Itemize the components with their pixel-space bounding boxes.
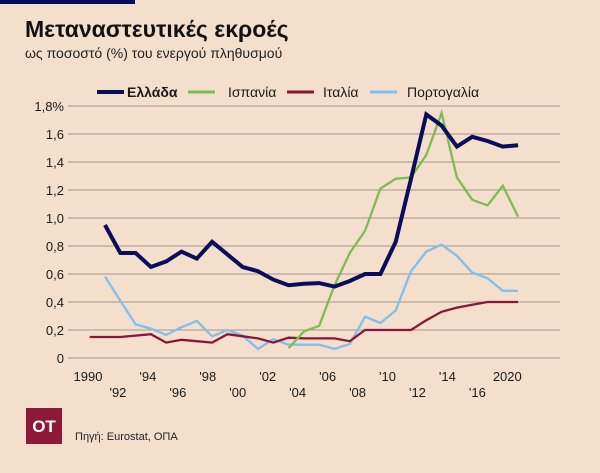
x-tick-label: '08 (349, 385, 366, 400)
x-tick-label: '92 (109, 385, 126, 400)
x-tick-label: '06 (319, 369, 336, 384)
gridlines (68, 105, 560, 359)
y-tick-label: 1,8% (34, 99, 64, 114)
y-tick-label: 1,0 (46, 211, 64, 226)
x-tick-label: '04 (289, 385, 306, 400)
series-line-1 (287, 109, 520, 349)
x-tick-label: '00 (229, 385, 246, 400)
legend: Ελλάδα Ισπανία Ιταλία Πορτογαλία (97, 84, 479, 100)
y-tick-label: 0,8 (46, 239, 64, 254)
series-line-2 (89, 300, 519, 344)
y-tick-label: 0,6 (46, 267, 64, 282)
x-tick-label: '12 (409, 385, 426, 400)
y-tick-label: 1,2 (46, 183, 64, 198)
source-note: Πηγή: Eurostat, ΟΠΑ (75, 431, 178, 443)
x-tick-label: '96 (169, 385, 186, 400)
y-tick-label: 0,2 (46, 323, 64, 338)
y-axis-ticks: 0 0,2 0,4 0,6 0,8 1,0 1,2 1,4 1,6 1,8% (34, 99, 64, 366)
legend-label: Ιταλία (323, 84, 359, 100)
x-tick-label: 2020 (493, 369, 522, 384)
x-tick-label: '98 (199, 369, 216, 384)
y-tick-label: 1,6 (46, 127, 64, 142)
top-accent-bar (0, 0, 135, 4)
x-tick-label: '16 (469, 385, 486, 400)
x-tick-label: '14 (439, 369, 456, 384)
x-tick-label: 1990 (74, 369, 103, 384)
legend-label: Ελλάδα (127, 84, 178, 100)
legend-label: Ισπανία (228, 84, 276, 100)
logo-box (26, 408, 62, 444)
x-tick-label: '02 (259, 369, 276, 384)
y-tick-label: 1,4 (46, 155, 64, 170)
y-tick-label: 0 (57, 351, 64, 366)
logo: ΟΤ (26, 408, 62, 444)
y-tick-label: 0,4 (46, 295, 64, 310)
chart-title: Μεταναστευτικές εκροές (25, 16, 289, 42)
chart-subtitle: ως ποσοστό (%) του ενεργού πληθυσμού (25, 45, 282, 61)
legend-label: Πορτογαλία (407, 84, 479, 100)
series-line-0 (103, 111, 519, 289)
x-axis-ticks: 1990 '92 '94 '96 '98 '00 '02 '04 '06 '08 '10 '12 '14… (74, 369, 522, 400)
logo-text: ΟΤ (32, 417, 56, 436)
x-tick-label: '10 (379, 369, 396, 384)
series-line-3 (104, 243, 519, 351)
series-lines (89, 109, 520, 351)
x-tick-label: '94 (139, 369, 156, 384)
